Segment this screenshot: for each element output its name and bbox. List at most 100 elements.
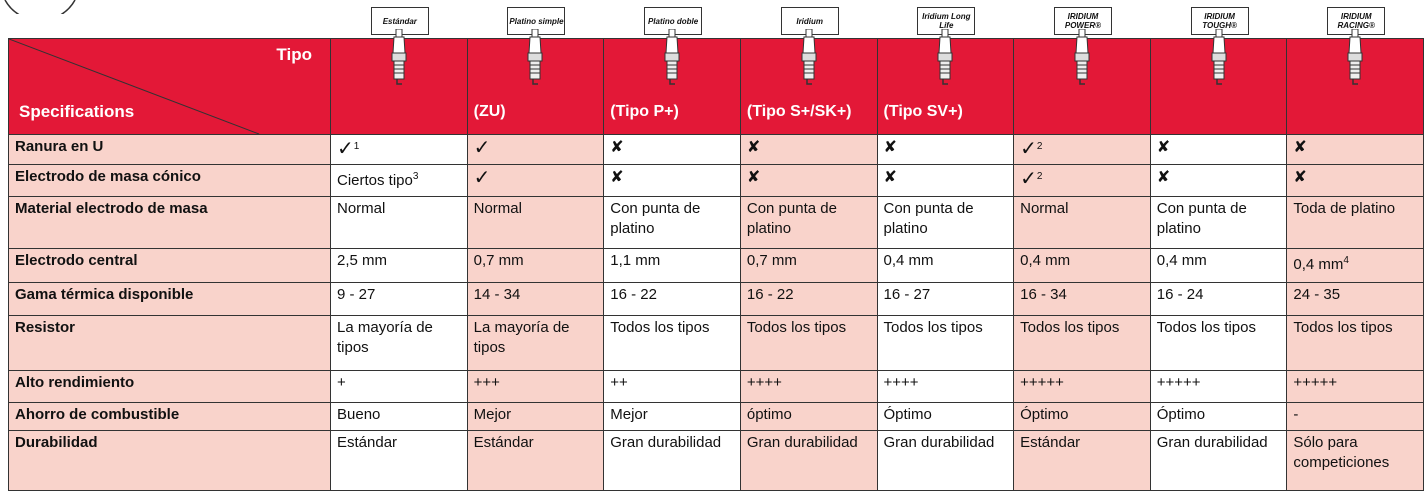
cell-text: Todos los tipos <box>610 319 710 336</box>
table-cell: Mejor <box>603 402 741 431</box>
table-cell: Bueno <box>330 402 468 431</box>
cell-text: Sólo para competiciones <box>1293 434 1390 471</box>
table-cell: 9 - 27 <box>330 282 468 316</box>
symbol: ✘ <box>1293 167 1307 186</box>
table-cell: 0,4 mm <box>1013 248 1151 283</box>
row-label: Ahorro de combustible <box>8 402 331 431</box>
cell-text: +++++ <box>1293 374 1338 391</box>
table-row: Electrodo central 2,5 mm 0,7 mm 1,1 mm 0,7 m… <box>8 248 1424 283</box>
table-row: Ahorro de combustible Bueno Mejor Mejor ópti… <box>8 402 1424 431</box>
table-cell: Gran durabilidad <box>603 430 741 491</box>
cell-text: Con punta de platino <box>746 200 837 237</box>
cell-text: Todos los tipos <box>746 319 847 336</box>
symbol: ✘ <box>746 167 761 186</box>
header-corner: Tipo Specifications <box>8 38 331 135</box>
table-cell: ✘ <box>739 134 878 165</box>
table-cell: Gran durabilidad <box>1149 430 1288 491</box>
plug-icon <box>662 28 682 93</box>
cell-text: Estándar <box>337 434 398 451</box>
spec-table: Tipo Specifications Estándar Platino simp… <box>8 7 1424 491</box>
spec-label: Specifications <box>19 102 135 121</box>
column-header: Platino simple (ZU) <box>466 7 605 135</box>
table-cell: 24 - 35 <box>1286 282 1424 316</box>
cell-text: 0,4 mm <box>1020 252 1071 269</box>
cell-text: 16 - 27 <box>883 286 931 303</box>
table-row: Durabilidad Estándar Estándar Gran durabili… <box>8 430 1424 491</box>
cell-text: 14 - 34 <box>473 286 521 303</box>
table-cell: 2,5 mm <box>330 248 468 283</box>
column-header: Iridium Long Life (Tipo SV+) <box>876 7 1015 135</box>
table-row: Electrodo de masa cónico Ciertos tipo3 ✓ ✘ ✘… <box>8 164 1424 197</box>
symbol: ✘ <box>1293 137 1307 156</box>
table-cell: +++++ <box>1013 370 1151 403</box>
cell-text: Todos los tipos <box>883 319 983 336</box>
cell-text: Mejor <box>473 406 512 423</box>
header-row: Tipo Specifications Estándar Platino simp… <box>8 7 1424 135</box>
table-row: Ranura en U ✓1 ✓ ✘ ✘ ✘ ✓2 ✘ ✘ <box>8 134 1424 165</box>
table-cell: 16 - 34 <box>1013 282 1151 316</box>
cell-text: 16 - 34 <box>1020 286 1067 303</box>
diagonal <box>9 39 260 134</box>
symbol: ✓ <box>1020 166 1037 190</box>
cell-text: Gran durabilidad <box>610 434 722 451</box>
table-cell: Con punta de platino <box>1149 196 1288 249</box>
table-cell: ✓2 <box>1013 134 1151 165</box>
table-cell: Estándar <box>1013 430 1151 491</box>
cell-text: Normal <box>337 200 386 217</box>
column-code: (ZU) <box>473 103 506 120</box>
table-cell: 0,7 mm <box>739 248 878 283</box>
table-cell: Normal <box>466 196 605 249</box>
table-cell: ✘ <box>1149 164 1288 197</box>
table-cell: ✓2 <box>1013 164 1151 197</box>
plug-icon <box>389 28 409 93</box>
table-row: Material electrodo de masa Normal Normal Co… <box>8 196 1424 249</box>
footnote-mark: 2 <box>1036 141 1043 152</box>
plug-icon <box>525 28 545 93</box>
cell-text: Bueno <box>337 406 381 423</box>
cell-text: 0,7 mm <box>473 252 524 269</box>
symbol: ✘ <box>1156 167 1171 186</box>
column-code: (Tipo P+) <box>610 103 679 120</box>
column-header: Estándar <box>330 7 468 135</box>
cell-text: Gran durabilidad <box>883 434 995 451</box>
column-header: Iridium (Tipo S+/SK+) <box>739 7 878 135</box>
cell-text: 16 - 24 <box>1156 286 1204 303</box>
cell-text: Normal <box>1020 200 1069 217</box>
table-cell: +++ <box>466 370 605 403</box>
cell-text: La mayoría de tipos <box>337 319 433 356</box>
cell-text: Todos los tipos <box>1020 319 1120 336</box>
table-cell: Mejor <box>466 402 605 431</box>
row-label: Electrodo de masa cónico <box>8 164 331 197</box>
cell-text: +++++ <box>1156 374 1201 391</box>
table-cell: ✘ <box>1286 134 1424 165</box>
table-row: Alto rendimiento + +++ ++ ++++ ++++ +++++ +++++… <box>8 370 1424 403</box>
cell-text: 0,4 mm <box>1293 256 1344 273</box>
table-cell: La mayoría de tipos <box>330 315 468 371</box>
column-header: IRIDIUM TOUGH® <box>1149 7 1288 135</box>
symbol: ✓ <box>1020 136 1037 160</box>
cell-text: 9 - 27 <box>337 286 376 303</box>
symbol: ✓ <box>473 165 491 189</box>
table-cell: ✘ <box>1286 164 1424 197</box>
footnote-mark: 1 <box>353 141 360 152</box>
symbol: ✘ <box>883 137 897 156</box>
footnote-mark: 2 <box>1036 171 1043 182</box>
row-label: Durabilidad <box>8 430 331 491</box>
table-cell: Estándar <box>466 430 605 491</box>
table-cell: +++++ <box>1149 370 1288 403</box>
cell-text: +++++ <box>1020 374 1064 391</box>
plug-label: Platino simple <box>507 7 566 35</box>
cell-text: 1,1 mm <box>610 252 661 269</box>
table-cell: Con punta de platino <box>603 196 741 249</box>
cell-text: Con punta de platino <box>1156 200 1247 237</box>
table-cell: ++ <box>603 370 741 403</box>
table-cell: 16 - 27 <box>876 282 1015 316</box>
table-cell: ✘ <box>1149 134 1288 165</box>
table-cell: Normal <box>330 196 468 249</box>
footnote-mark: 3 <box>412 171 419 182</box>
cell-text: Todos los tipos <box>1293 319 1393 336</box>
row-label: Resistor <box>8 315 331 371</box>
cell-text: Gran durabilidad <box>1156 434 1268 451</box>
plug-icon <box>799 28 819 93</box>
table-cell: Con punta de platino <box>876 196 1015 249</box>
